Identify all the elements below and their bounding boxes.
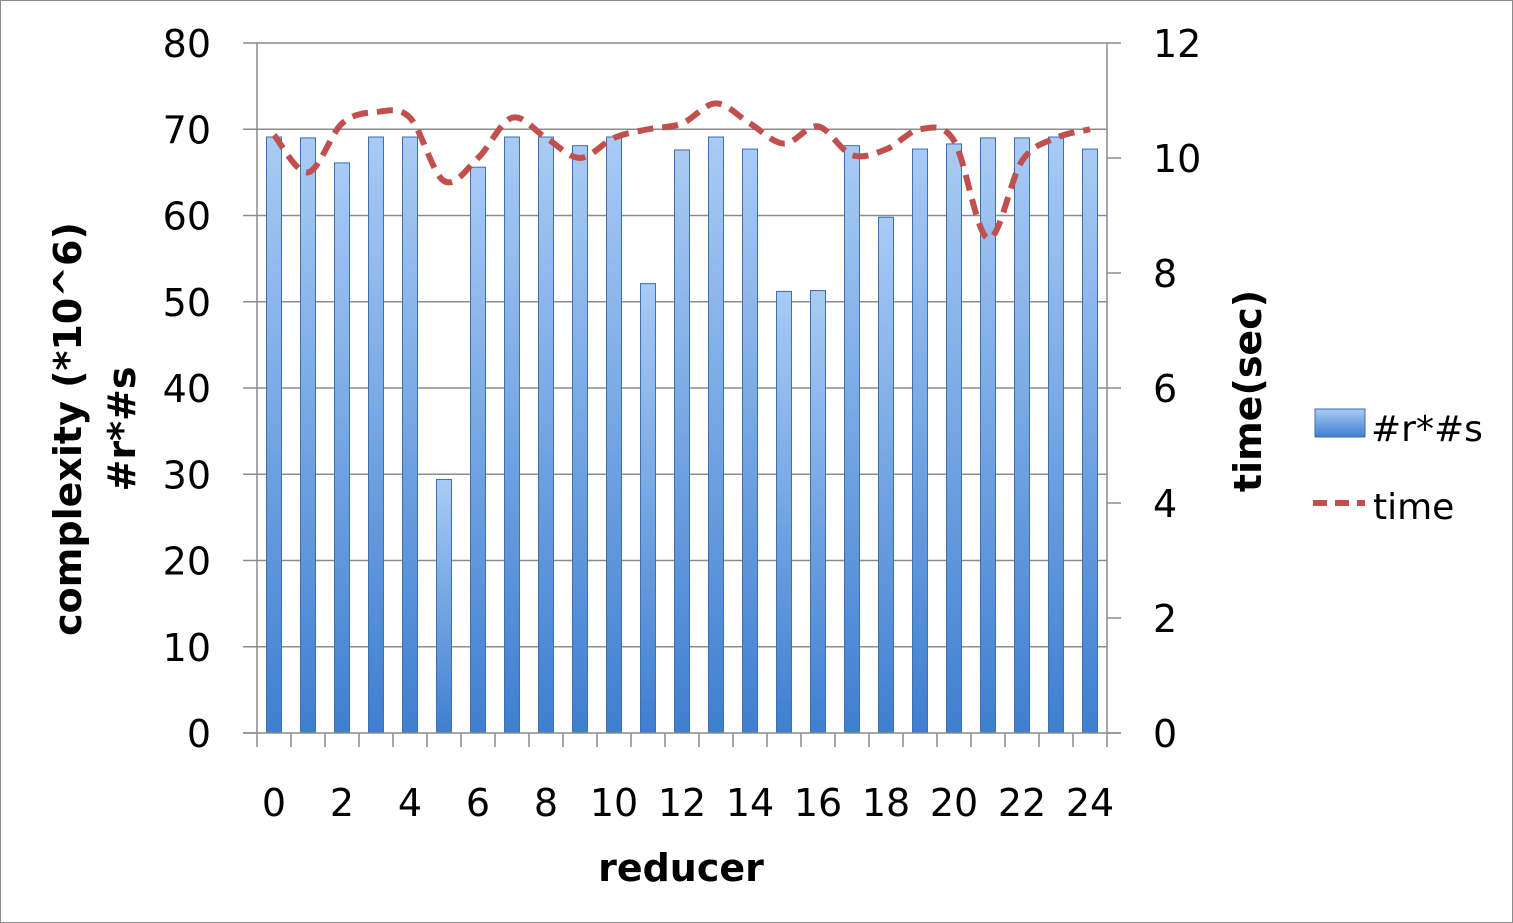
x-axis-title: reducer: [598, 846, 764, 890]
bar: [640, 283, 656, 734]
time-line: [271, 100, 1091, 242]
bar: [368, 136, 384, 734]
bar: [504, 136, 520, 734]
y2-tick-label: 12: [1153, 22, 1201, 66]
legend: #r*#s time: [1313, 408, 1483, 528]
x-tick-label: 6: [466, 781, 490, 825]
bar: [334, 162, 350, 734]
x-tick-label: 24: [1066, 781, 1114, 825]
y2-tick-label: 2: [1153, 597, 1177, 641]
x-tick-label: 22: [998, 781, 1046, 825]
line-series: [271, 100, 1091, 242]
bar: [266, 136, 282, 734]
y2-axis-title: time(sec): [1226, 290, 1270, 492]
y2-tick-label: 0: [1153, 712, 1177, 756]
bar: [674, 149, 690, 734]
y-axis-title-line-1: complexity (*10^6): [46, 222, 90, 636]
legend-swatch-bars: [1314, 408, 1366, 438]
bar: [538, 136, 554, 734]
x-tick-label: 4: [398, 781, 422, 825]
y2-tick-label: 6: [1153, 367, 1177, 411]
y-tick-label: 70: [163, 108, 211, 152]
y-tick-label: 30: [163, 453, 211, 497]
y-tick-label: 60: [163, 195, 211, 239]
x-tick-label: 14: [726, 781, 774, 825]
x-tick-label: 0: [262, 781, 286, 825]
y2-tick-label: 8: [1153, 252, 1177, 296]
legend-label-bars: #r*#s: [1371, 409, 1483, 450]
bar: [810, 290, 826, 734]
x-tick-label: 18: [862, 781, 910, 825]
bar: [402, 136, 418, 734]
y-tick-label: 0: [187, 712, 211, 756]
bar: [742, 148, 758, 734]
y-tick-label: 10: [163, 626, 211, 670]
bar: [470, 166, 486, 734]
y-tick-label: 20: [163, 540, 211, 584]
bar: [1048, 136, 1064, 734]
y-tick-label: 50: [163, 281, 211, 325]
bar: [708, 136, 724, 734]
y2-tick-label: 10: [1153, 137, 1201, 181]
x-tick-label: 10: [590, 781, 638, 825]
y-tick-label: 80: [163, 22, 211, 66]
x-tick-label: 8: [534, 781, 558, 825]
y2-tick-label: 4: [1153, 482, 1177, 526]
x-tick-label: 12: [658, 781, 706, 825]
x-tick-label: 16: [794, 781, 842, 825]
bar: [1082, 148, 1098, 734]
bar: [300, 137, 316, 734]
bar: [878, 216, 894, 734]
bar: [844, 145, 860, 734]
bar: [606, 136, 622, 734]
bar: [946, 143, 962, 734]
y-tick-label: 40: [163, 367, 211, 411]
y-axis-title-line-2: #r*#s: [100, 367, 144, 492]
bar: [436, 478, 452, 734]
legend-label-line: time: [1373, 487, 1454, 528]
bar: [912, 148, 928, 734]
bar-series: [266, 136, 1098, 734]
x-tick-label: 20: [930, 781, 978, 825]
bar: [776, 290, 792, 734]
x-tick-label: 2: [330, 781, 354, 825]
bar: [1014, 137, 1030, 734]
bar: [572, 145, 588, 734]
axes: [243, 42, 1121, 747]
